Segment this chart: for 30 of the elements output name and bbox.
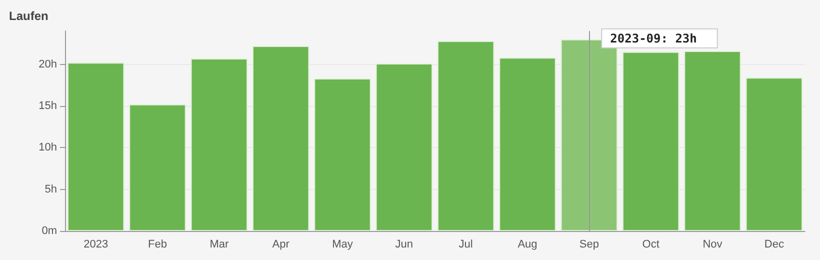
x-tick-label: Feb [148,238,167,250]
bar [376,64,433,231]
y-tick-label: 0m [42,225,57,237]
bar [746,78,803,231]
bar [314,78,371,231]
x-tick-label: 2023 [84,238,108,250]
y-tick-label: 10h [38,142,57,154]
bar [622,52,680,231]
bar [129,104,186,231]
x-tick-label: Sep [579,238,599,250]
x-tick-label: Dec [764,238,784,250]
bar [252,46,310,231]
bar [437,41,494,231]
x-tick-label: Apr [272,238,290,250]
x-tick-label: Aug [518,238,538,250]
bar [684,51,741,231]
y-tick-label: 5h [44,183,57,196]
x-tick-label: Oct [642,238,660,250]
y-tick-label: 20h [38,58,57,70]
x-tick-label: Jul [458,238,473,250]
x-tick-label: Nov [702,238,723,250]
chart-title: Laufen [9,9,48,23]
x-tick-label: Jun [395,238,414,250]
bar [499,58,556,231]
x-tick-label: May [332,238,354,250]
bar [190,58,248,231]
x-tick-label: Mar [210,238,229,250]
annotation: 2023-09: 23h [610,31,697,46]
y-tick-label: 15h [38,100,57,112]
bar [67,62,124,231]
